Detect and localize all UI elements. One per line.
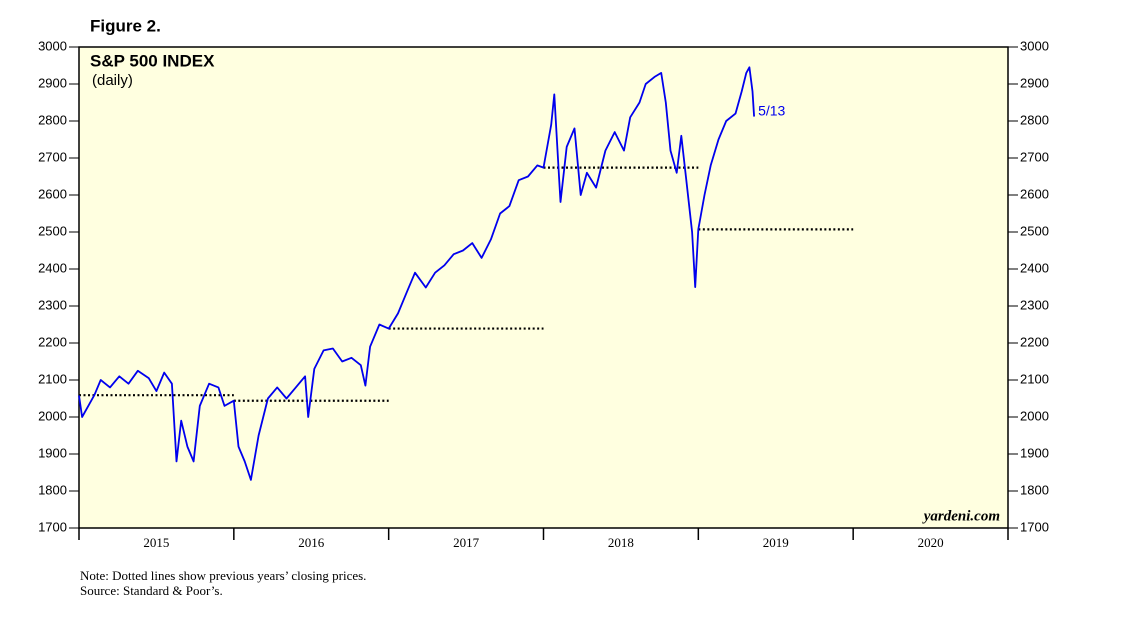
x-tick-label: 2016 [298, 535, 325, 550]
note: Note: Dotted lines show previous years’ … [80, 568, 366, 583]
y-tick-label: 2100 [38, 371, 67, 386]
plot-area [78, 46, 1009, 529]
figure-label: Figure 2. [90, 16, 161, 35]
y-tick-label: 2200 [38, 334, 67, 349]
y-tick-label: 2400 [38, 260, 67, 275]
y2-tick-label: 2200 [1020, 334, 1049, 349]
y2-tick-label: 2100 [1020, 371, 1049, 386]
y-tick-label: 2000 [38, 408, 67, 423]
y-tick-label: 1700 [38, 519, 67, 534]
y2-tick-label: 2300 [1020, 297, 1049, 312]
y2-tick-label: 3000 [1020, 38, 1049, 53]
y-tick-label: 2800 [38, 112, 67, 127]
y-tick-label: 3000 [38, 38, 67, 53]
y2-tick-label: 2700 [1020, 149, 1049, 164]
y-tick-label: 2500 [38, 223, 67, 238]
y2-tick-label: 2000 [1020, 408, 1049, 423]
watermark: yardeni.com [922, 508, 1000, 524]
y2-tick-label: 2400 [1020, 260, 1049, 275]
y2-tick-label: 1700 [1020, 519, 1049, 534]
x-tick-label: 2020 [918, 535, 944, 550]
y-tick-label: 2900 [38, 75, 67, 90]
y2-tick-label: 1900 [1020, 445, 1049, 460]
y-tick-label: 1800 [38, 482, 67, 497]
x-tick-label: 2015 [143, 535, 169, 550]
y-tick-label: 2300 [38, 297, 67, 312]
y-tick-label: 2700 [38, 149, 67, 164]
y2-tick-label: 2800 [1020, 112, 1049, 127]
y-tick-label: 2600 [38, 186, 67, 201]
y2-tick-label: 1800 [1020, 482, 1049, 497]
chart-subtitle: (daily) [92, 72, 133, 89]
y2-tick-label: 2900 [1020, 75, 1049, 90]
x-tick-label: 2019 [763, 535, 789, 550]
y2-tick-label: 2600 [1020, 186, 1049, 201]
chart-title: S&P 500 INDEX [90, 51, 215, 70]
y2-tick-label: 2500 [1020, 223, 1049, 238]
end-label: 5/13 [758, 102, 785, 118]
source: Source: Standard & Poor’s. [80, 583, 223, 598]
x-tick-label: 2017 [453, 535, 480, 550]
index-line [78, 66, 755, 481]
y-tick-label: 1900 [38, 445, 67, 460]
x-tick-label: 2018 [608, 535, 634, 550]
